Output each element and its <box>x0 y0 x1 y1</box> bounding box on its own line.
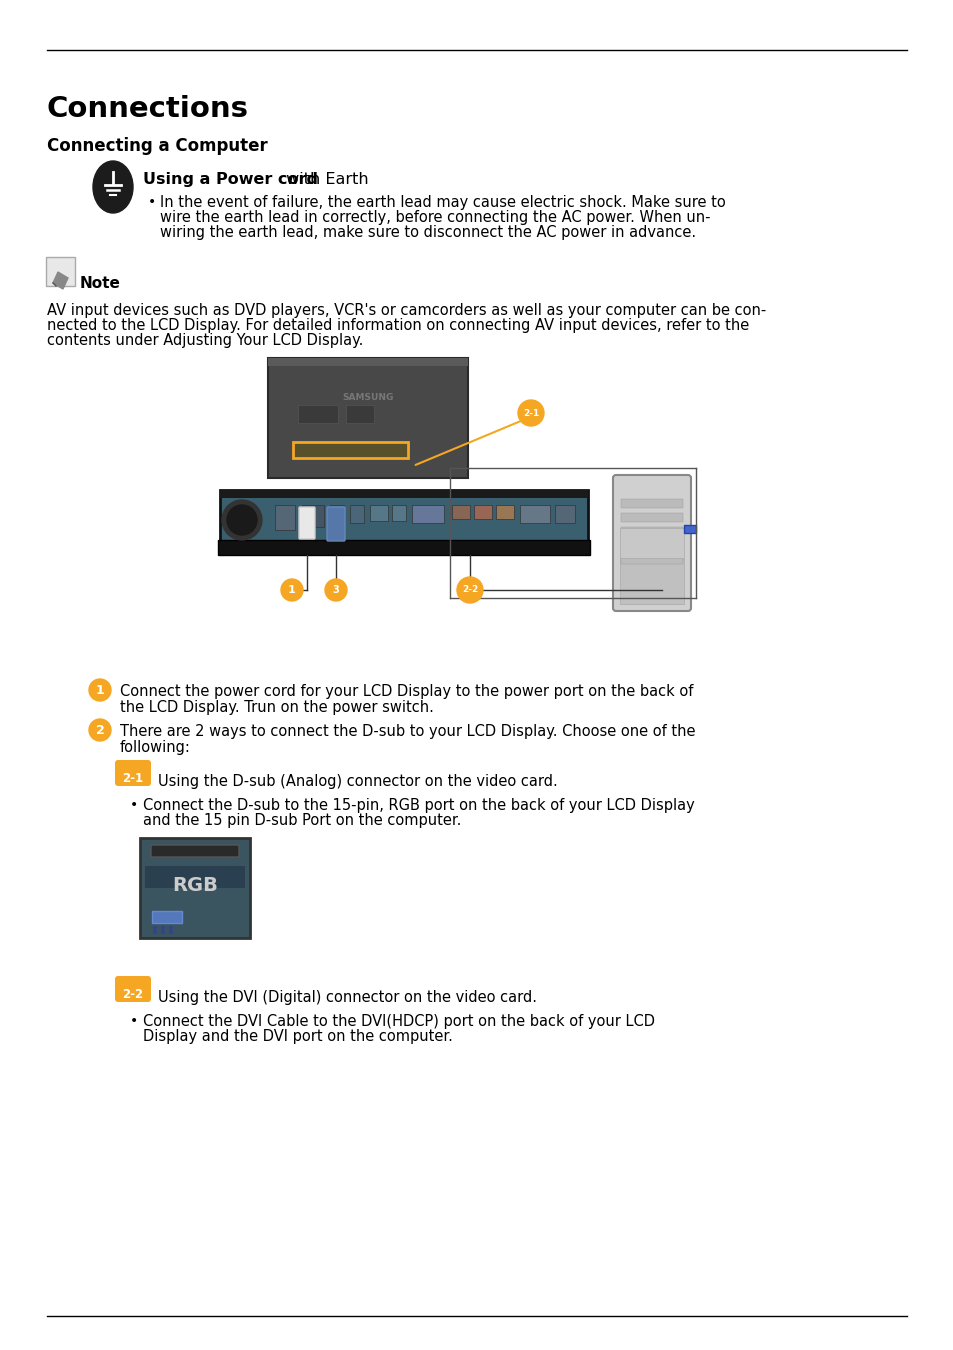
FancyBboxPatch shape <box>496 505 514 518</box>
Text: Connections: Connections <box>47 95 249 123</box>
FancyBboxPatch shape <box>145 865 245 888</box>
FancyBboxPatch shape <box>519 505 550 522</box>
Text: 3: 3 <box>333 585 339 595</box>
Text: 2-1: 2-1 <box>522 409 538 417</box>
Circle shape <box>517 400 543 427</box>
Text: nected to the LCD Display. For detailed information on connecting AV input devic: nected to the LCD Display. For detailed … <box>47 319 748 333</box>
Circle shape <box>89 720 111 741</box>
FancyBboxPatch shape <box>620 500 682 508</box>
Text: Connect the DVI Cable to the DVI(HDCP) port on the back of your LCD: Connect the DVI Cable to the DVI(HDCP) p… <box>143 1014 655 1029</box>
Text: There are 2 ways to connect the D-sub to your LCD Display. Choose one of the: There are 2 ways to connect the D-sub to… <box>120 724 695 738</box>
FancyBboxPatch shape <box>152 911 182 923</box>
Circle shape <box>281 579 303 601</box>
Text: •: • <box>148 194 156 209</box>
FancyBboxPatch shape <box>220 541 587 549</box>
Circle shape <box>170 926 172 930</box>
Text: Connect the D-sub to the 15-pin, RGB port on the back of your LCD Display: Connect the D-sub to the 15-pin, RGB por… <box>143 798 694 813</box>
Text: Connect the power cord for your LCD Display to the power port on the back of: Connect the power cord for your LCD Disp… <box>120 684 693 699</box>
Text: wire the earth lead in correctly, before connecting the AC power. When un-: wire the earth lead in correctly, before… <box>160 211 710 225</box>
FancyBboxPatch shape <box>268 358 468 478</box>
Circle shape <box>153 930 156 933</box>
FancyBboxPatch shape <box>613 475 690 612</box>
Ellipse shape <box>92 161 132 213</box>
Text: with Earth: with Earth <box>281 171 368 188</box>
FancyBboxPatch shape <box>330 505 344 522</box>
FancyBboxPatch shape <box>140 838 250 938</box>
Circle shape <box>89 679 111 701</box>
Text: 1: 1 <box>95 683 104 697</box>
FancyBboxPatch shape <box>619 528 683 558</box>
Text: AV input devices such as DVD players, VCR's or camcorders as well as your comput: AV input devices such as DVD players, VC… <box>47 302 765 319</box>
FancyBboxPatch shape <box>620 555 682 564</box>
Text: wiring the earth lead, make sure to disconnect the AC power in advance.: wiring the earth lead, make sure to disc… <box>160 225 696 240</box>
FancyBboxPatch shape <box>151 845 239 857</box>
FancyBboxPatch shape <box>293 441 408 458</box>
FancyBboxPatch shape <box>452 505 470 518</box>
Text: Using a Power cord: Using a Power cord <box>143 171 317 188</box>
Text: RGB: RGB <box>172 876 217 895</box>
FancyBboxPatch shape <box>620 513 682 522</box>
FancyBboxPatch shape <box>220 490 587 498</box>
Text: •: • <box>130 798 138 811</box>
Text: Note: Note <box>80 275 121 292</box>
Text: the LCD Display. Trun on the power switch.: the LCD Display. Trun on the power switc… <box>120 701 434 716</box>
Text: •: • <box>130 1014 138 1027</box>
FancyBboxPatch shape <box>115 976 151 1002</box>
Text: contents under Adjusting Your LCD Display.: contents under Adjusting Your LCD Displa… <box>47 333 363 348</box>
FancyBboxPatch shape <box>327 508 345 541</box>
Text: 2-2: 2-2 <box>122 988 143 1000</box>
FancyBboxPatch shape <box>619 559 683 603</box>
Circle shape <box>161 926 164 930</box>
FancyBboxPatch shape <box>220 490 587 549</box>
FancyBboxPatch shape <box>392 505 406 521</box>
Circle shape <box>170 930 172 933</box>
FancyBboxPatch shape <box>268 358 468 366</box>
FancyBboxPatch shape <box>218 540 589 555</box>
Text: 2-2: 2-2 <box>461 586 477 594</box>
Text: 2-1: 2-1 <box>122 772 143 784</box>
Circle shape <box>222 500 262 540</box>
Circle shape <box>227 505 256 535</box>
FancyBboxPatch shape <box>302 505 324 526</box>
Circle shape <box>456 576 482 603</box>
FancyBboxPatch shape <box>115 760 151 786</box>
Text: following:: following: <box>120 740 191 755</box>
Text: and the 15 pin D-sub Port on the computer.: and the 15 pin D-sub Port on the compute… <box>143 813 461 828</box>
FancyBboxPatch shape <box>620 526 682 536</box>
FancyBboxPatch shape <box>412 505 443 522</box>
Text: Using the D-sub (Analog) connector on the video card.: Using the D-sub (Analog) connector on th… <box>158 774 558 788</box>
Circle shape <box>325 579 347 601</box>
FancyBboxPatch shape <box>298 508 314 539</box>
FancyBboxPatch shape <box>474 505 492 518</box>
Circle shape <box>153 926 156 930</box>
FancyBboxPatch shape <box>46 256 75 286</box>
Text: In the event of failure, the earth lead may cause electric shock. Make sure to: In the event of failure, the earth lead … <box>160 194 725 211</box>
Text: Connecting a Computer: Connecting a Computer <box>47 136 268 155</box>
Circle shape <box>161 930 164 933</box>
FancyBboxPatch shape <box>683 525 696 533</box>
Text: 2: 2 <box>95 724 104 737</box>
FancyBboxPatch shape <box>555 505 575 522</box>
Text: Display and the DVI port on the computer.: Display and the DVI port on the computer… <box>143 1029 453 1044</box>
FancyBboxPatch shape <box>350 505 364 522</box>
FancyBboxPatch shape <box>297 405 337 423</box>
Text: SAMSUNG: SAMSUNG <box>342 393 394 402</box>
FancyBboxPatch shape <box>620 541 682 549</box>
FancyBboxPatch shape <box>274 505 294 531</box>
Polygon shape <box>53 271 68 289</box>
Text: Using the DVI (Digital) connector on the video card.: Using the DVI (Digital) connector on the… <box>158 990 537 1004</box>
FancyBboxPatch shape <box>346 405 374 423</box>
FancyBboxPatch shape <box>370 505 388 521</box>
Text: 1: 1 <box>288 585 295 595</box>
